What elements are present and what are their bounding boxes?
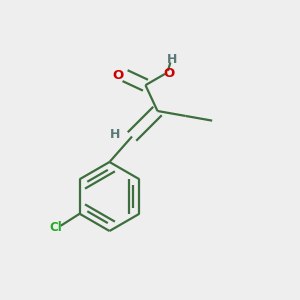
Text: Cl: Cl [50,221,63,234]
Text: O: O [113,69,124,82]
Text: H: H [110,128,121,141]
Text: O: O [164,68,175,80]
Text: H: H [167,53,177,66]
